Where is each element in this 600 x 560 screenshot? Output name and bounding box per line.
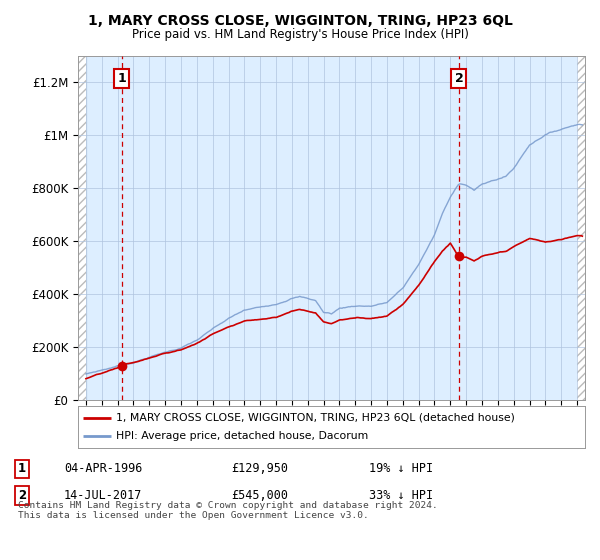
Text: 2: 2 <box>455 72 463 85</box>
Text: 04-APR-1996: 04-APR-1996 <box>64 463 142 475</box>
Bar <box>577 56 585 400</box>
Text: 1, MARY CROSS CLOSE, WIGGINTON, TRING, HP23 6QL: 1, MARY CROSS CLOSE, WIGGINTON, TRING, H… <box>88 14 512 28</box>
Text: 1, MARY CROSS CLOSE, WIGGINTON, TRING, HP23 6QL (detached house): 1, MARY CROSS CLOSE, WIGGINTON, TRING, H… <box>116 413 515 423</box>
Bar <box>78 56 86 400</box>
Text: 1: 1 <box>18 463 26 475</box>
Text: 14-JUL-2017: 14-JUL-2017 <box>64 489 142 502</box>
Text: 1: 1 <box>118 72 126 85</box>
Text: 2: 2 <box>18 489 26 502</box>
Text: Price paid vs. HM Land Registry's House Price Index (HPI): Price paid vs. HM Land Registry's House … <box>131 28 469 41</box>
Bar <box>78 56 86 400</box>
Text: 19% ↓ HPI: 19% ↓ HPI <box>369 463 433 475</box>
Text: HPI: Average price, detached house, Dacorum: HPI: Average price, detached house, Daco… <box>116 431 368 441</box>
Bar <box>577 56 585 400</box>
Text: Contains HM Land Registry data © Crown copyright and database right 2024.
This d: Contains HM Land Registry data © Crown c… <box>18 501 437 520</box>
Text: £545,000: £545,000 <box>231 489 288 502</box>
Bar <box>78 56 86 400</box>
Text: 33% ↓ HPI: 33% ↓ HPI <box>369 489 433 502</box>
Text: £129,950: £129,950 <box>231 463 288 475</box>
